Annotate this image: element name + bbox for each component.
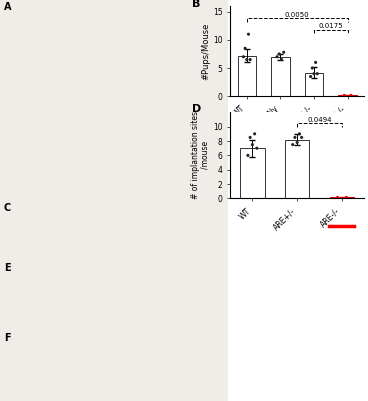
Bar — [285, 140, 309, 198]
Point — [343, 194, 349, 200]
Point — [274, 54, 280, 60]
Point — [244, 57, 250, 63]
Point — [279, 57, 284, 63]
Point — [252, 131, 258, 137]
Point — [294, 139, 300, 146]
FancyBboxPatch shape — [0, 0, 228, 401]
Text: A: A — [4, 2, 11, 12]
Y-axis label: #Pups/Mouse: #Pups/Mouse — [201, 22, 210, 80]
Point — [299, 134, 305, 141]
Point — [245, 31, 251, 37]
Point — [276, 51, 282, 57]
Point — [242, 45, 248, 51]
Point — [335, 194, 340, 200]
Text: E: E — [4, 263, 10, 273]
Point — [314, 71, 320, 77]
Bar — [238, 56, 256, 96]
Point — [308, 73, 314, 80]
Bar — [305, 73, 323, 96]
Point — [245, 152, 251, 159]
Point — [311, 71, 317, 77]
Text: 0.0494: 0.0494 — [307, 117, 332, 123]
Text: C: C — [4, 203, 11, 213]
Point — [250, 142, 255, 148]
Bar — [338, 95, 357, 96]
Point — [348, 92, 354, 99]
Text: F: F — [4, 333, 10, 343]
Bar — [330, 197, 354, 198]
Point — [241, 54, 247, 60]
Point — [309, 65, 315, 71]
Point — [341, 92, 347, 99]
Point — [297, 131, 302, 137]
Point — [247, 134, 253, 141]
Bar — [240, 148, 265, 198]
Text: D: D — [192, 104, 202, 113]
Point — [281, 49, 287, 55]
Point — [292, 134, 298, 141]
Point — [254, 145, 260, 152]
Y-axis label: # of implantation sites
/mouse: # of implantation sites /mouse — [191, 111, 210, 199]
Bar — [271, 57, 290, 96]
Text: 0.0175: 0.0175 — [318, 23, 343, 29]
Text: 0.0050: 0.0050 — [285, 12, 309, 18]
Point — [247, 57, 253, 63]
Point — [313, 59, 319, 66]
Text: B: B — [192, 0, 201, 9]
Point — [290, 142, 296, 148]
